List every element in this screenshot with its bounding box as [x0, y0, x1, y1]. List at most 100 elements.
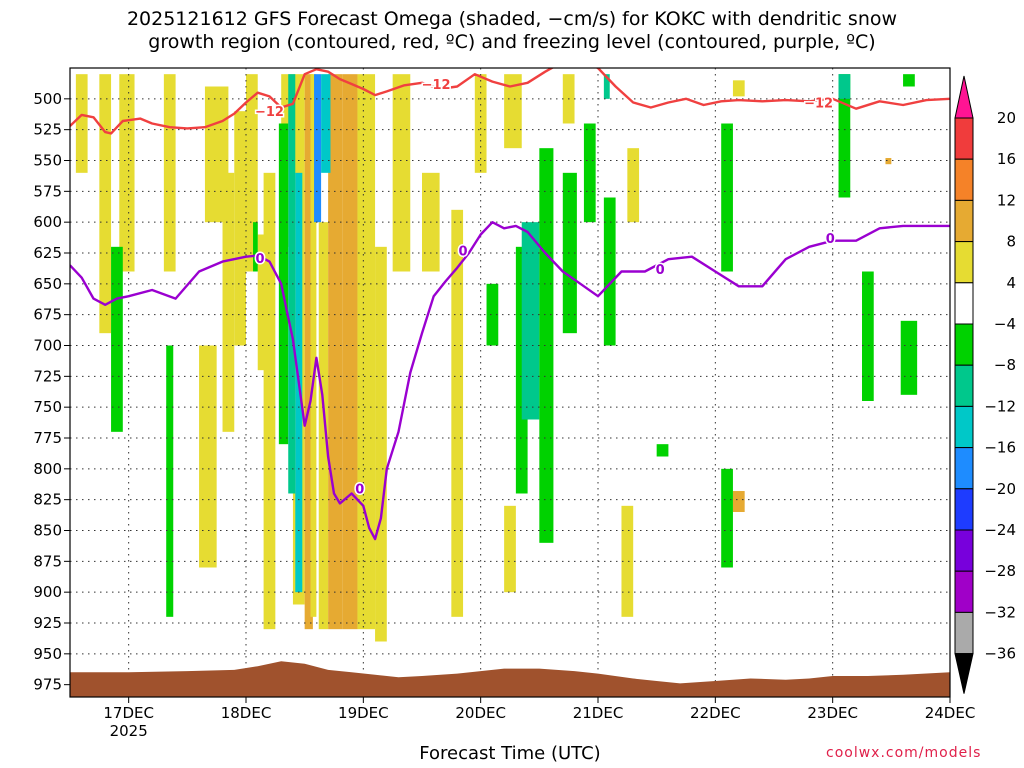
colorbar-swatch: [954, 199, 974, 243]
omega-cell: [199, 345, 217, 568]
colorbar-swatch: [954, 241, 974, 284]
freezing-level-contour-label: 0: [355, 483, 364, 498]
x-tick-label: 21DEC: [573, 704, 624, 722]
terrain: [70, 661, 950, 697]
grid-lines: [70, 68, 950, 697]
y-tick-label: 775: [33, 429, 62, 447]
terrain-fill: [70, 661, 950, 697]
colorbar-label: −28: [984, 562, 1016, 580]
colorbar: 20 16 12 8 4 −4 −8 −12 −16 −20 −24 −28 −32 −36: [954, 75, 1016, 694]
colorbar-label: −24: [984, 521, 1016, 539]
colorbar-swatch: [954, 488, 974, 531]
omega-cell: [721, 468, 733, 568]
omega-cell: [603, 74, 610, 99]
y-tick-label: 875: [33, 552, 62, 570]
omega-cell: [304, 74, 313, 630]
y-axis: 500 525 550 575 600 625 650 675 700 725 750 775 800 8…: [33, 90, 70, 694]
omega-cell: [900, 320, 918, 395]
omega-cell: [288, 74, 296, 494]
omega-cell: [603, 197, 616, 346]
omega-shading: [75, 74, 918, 642]
omega-cell: [278, 123, 289, 445]
omega-cell: [99, 74, 112, 334]
omega-cell: [111, 246, 123, 432]
omega-cell: [515, 246, 528, 494]
colorbar-label: −36: [984, 645, 1016, 663]
plot-frame: [69, 67, 951, 698]
chart-title: 2025121612 GFS Forecast Omega (shaded, −…: [0, 8, 1024, 54]
omega-cell: [838, 74, 851, 99]
omega-cell: [166, 345, 174, 617]
x-tick-label: 24DEC: [925, 704, 976, 722]
omega-cell: [562, 172, 577, 334]
omega-cell: [583, 123, 596, 223]
colorbar-swatch: [954, 447, 974, 490]
y-tick-label: 850: [33, 522, 62, 540]
omega-cell: [321, 74, 331, 173]
y-tick-label: 600: [33, 213, 62, 231]
x-tick-label: 17DEC: [103, 704, 154, 722]
omega-cell: [342, 74, 358, 630]
colorbar-label: −12: [984, 397, 1016, 415]
freezing-level-contour-label: 0: [256, 252, 265, 267]
y-tick-label: 975: [33, 676, 62, 694]
y-tick-label: 825: [33, 491, 62, 509]
x-tick-label: 20DEC: [455, 704, 506, 722]
y-tick-label: 950: [33, 645, 62, 663]
dgz-contour-label: −12: [422, 78, 451, 93]
colorbar-arrow-top: [954, 75, 974, 119]
chart-title-line-1: 2025121612 GFS Forecast Omega (shaded, −…: [126, 8, 898, 30]
omega-cell: [310, 74, 317, 617]
x-axis-label: Forecast Time (UTC): [419, 743, 601, 764]
x-tick-label: 19DEC: [338, 704, 389, 722]
omega-cell: [234, 111, 246, 346]
chart-title-line-2: growth region (contoured, red, ºC) and f…: [148, 31, 876, 53]
x-tick-label: 23DEC: [807, 704, 858, 722]
colorbar-label: 16: [997, 150, 1016, 168]
colorbar-label: −16: [984, 439, 1016, 457]
y-tick-label: 525: [33, 121, 62, 139]
colorbar-swatch: [954, 323, 974, 366]
colorbar-label: −32: [984, 603, 1016, 621]
y-tick-label: 650: [33, 275, 62, 293]
y-tick-label: 700: [33, 337, 62, 355]
colorbar-label: 20: [997, 109, 1016, 127]
dgz-contour-label: −12: [255, 105, 284, 120]
y-tick-label: 625: [33, 244, 62, 262]
omega-cell: [656, 444, 669, 457]
omega-cell: [328, 74, 343, 630]
omega-cell: [357, 74, 376, 630]
x-tick-label: 22DEC: [690, 704, 741, 722]
y-tick-label: 925: [33, 614, 62, 632]
credit-text: coolwx.com/models: [826, 745, 982, 761]
omega-cell: [521, 222, 540, 420]
omega-cell: [375, 246, 387, 642]
omega-cell: [318, 222, 329, 630]
omega-cell: [222, 172, 235, 432]
omega-cell: [163, 74, 176, 272]
dgz-contour: [70, 68, 950, 135]
freezing-level-contour-label: 0: [826, 232, 835, 247]
y-tick-label: 900: [33, 583, 62, 601]
omega-cell: [721, 123, 733, 272]
colorbar-swatch: [954, 117, 974, 160]
omega-cell: [504, 505, 516, 593]
y-tick-label: 550: [33, 152, 62, 170]
omega-cell: [732, 80, 745, 97]
colorbar-swatch: [954, 158, 974, 201]
omega-cell: [253, 222, 258, 272]
omega-cell: [885, 158, 892, 165]
omega-cell: [392, 74, 411, 272]
colorbar-label: −20: [984, 480, 1016, 498]
omega-cell: [862, 271, 874, 401]
x-tick-label: 18DEC: [221, 704, 272, 722]
colorbar-swatch: [954, 529, 974, 572]
omega-cell: [314, 74, 322, 223]
colorbar-swatch: [954, 611, 974, 655]
colorbar-swatch: [954, 364, 974, 407]
freezing-level-contour-label: 0: [459, 244, 468, 259]
omega-cell: [486, 283, 499, 346]
freezing-level-contour-label: 0: [656, 263, 665, 278]
omega-cell: [621, 505, 634, 617]
